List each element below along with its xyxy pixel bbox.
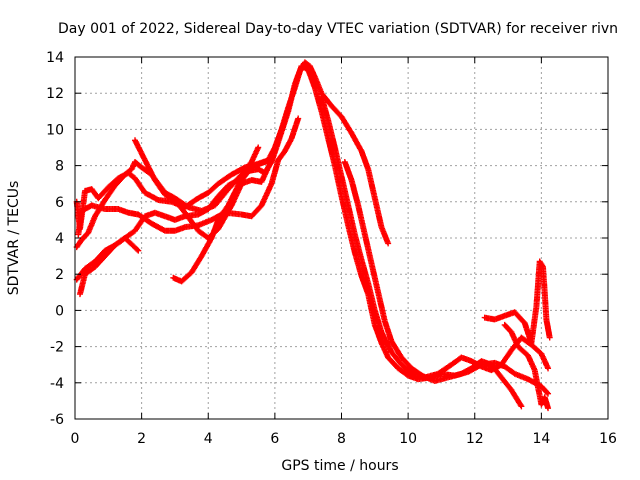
chart-title: Day 001 of 2022, Sidereal Day-to-day VTE… — [58, 21, 618, 37]
y-tick-label: 12 — [46, 86, 64, 102]
series-markers — [501, 321, 552, 412]
x-tick-labels: 0 2 4 6 8 10 12 14 16 — [71, 431, 617, 447]
series-arc-5 — [77, 235, 142, 298]
series-markers — [481, 258, 553, 346]
series-markers — [77, 235, 142, 298]
y-tick-label: 2 — [55, 267, 64, 283]
series-markers — [341, 159, 552, 381]
y-tick-label: -2 — [50, 340, 64, 356]
x-tick-label: 6 — [270, 431, 279, 447]
grid-lines — [75, 57, 608, 419]
x-tick-label: 16 — [599, 431, 617, 447]
y-tick-label: -6 — [50, 412, 64, 428]
series-arc-10 — [481, 258, 553, 346]
axis-ticks — [74, 56, 609, 420]
y-tick-label: 10 — [46, 122, 64, 138]
y-tick-label: 0 — [55, 303, 64, 319]
series-layer — [73, 59, 553, 412]
x-tick-label: 2 — [137, 431, 146, 447]
x-tick-label: 8 — [337, 431, 346, 447]
y-tick-label: 6 — [55, 195, 64, 211]
y-tick-label: -4 — [50, 376, 64, 392]
x-tick-label: 10 — [399, 431, 417, 447]
x-tick-label: 12 — [466, 431, 484, 447]
x-tick-label: 14 — [532, 431, 550, 447]
y-tick-label: 4 — [55, 231, 64, 247]
x-axis-title: GPS time / hours — [281, 458, 398, 474]
y-tick-label: 14 — [46, 50, 64, 66]
y-axis-title: SDTVAR / TECUs — [6, 181, 22, 296]
series-arc-9 — [341, 159, 552, 381]
x-tick-label: 4 — [204, 431, 213, 447]
series-arc-11 — [501, 321, 552, 412]
y-tick-label: 8 — [55, 159, 64, 175]
x-tick-label: 0 — [71, 431, 80, 447]
y-tick-labels: -6 -4 -2 0 2 4 6 8 10 12 14 — [46, 50, 64, 428]
